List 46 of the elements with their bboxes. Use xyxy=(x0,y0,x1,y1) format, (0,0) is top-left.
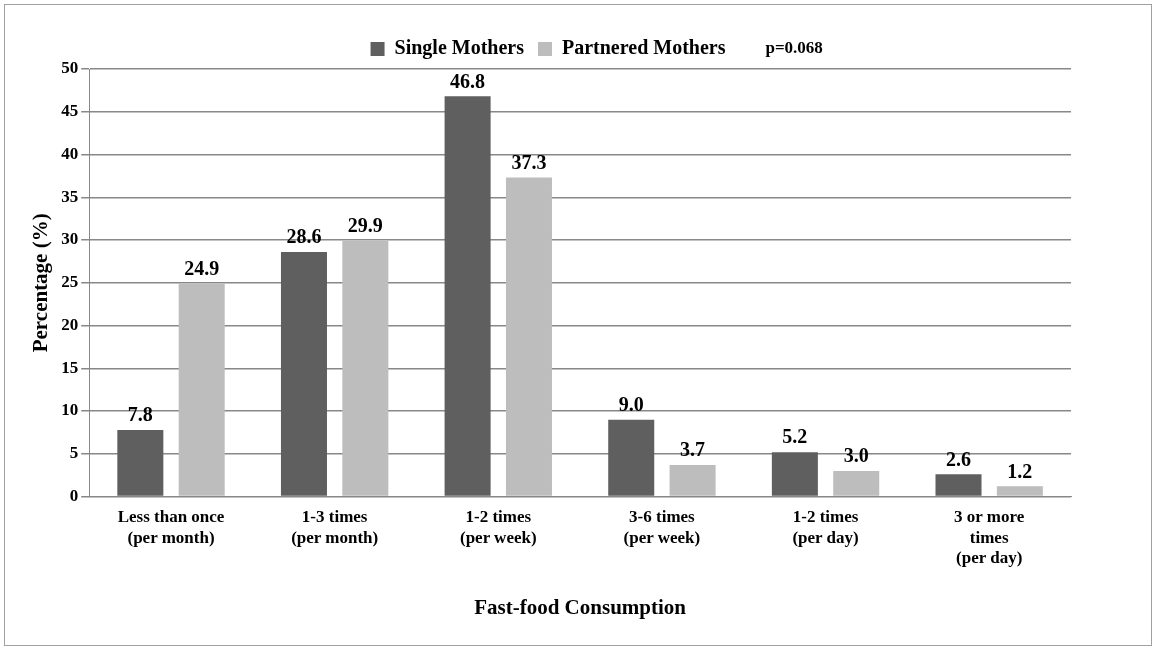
y-tick-label: 30 xyxy=(61,229,79,249)
bar xyxy=(771,452,818,496)
bar xyxy=(608,419,655,496)
bar xyxy=(833,470,880,496)
y-tick-label: 15 xyxy=(61,357,79,377)
bar xyxy=(117,429,164,496)
x-tick-label: Less than once (per month) xyxy=(117,507,225,547)
data-label: 9.0 xyxy=(618,392,644,415)
data-label: 1.2 xyxy=(1007,459,1033,482)
bar xyxy=(996,486,1043,496)
y-tick-label: 45 xyxy=(61,101,79,121)
x-tick-label: 1-2 times (per day) xyxy=(792,507,859,547)
bar xyxy=(342,240,389,496)
legend-label: Single Mothers xyxy=(394,36,525,60)
y-tick-label: 0 xyxy=(69,485,79,505)
x-tick-label: 3-6 times (per week) xyxy=(623,507,701,547)
data-label: 28.6 xyxy=(286,225,322,248)
data-label: 3.7 xyxy=(680,438,706,461)
bar xyxy=(505,177,552,496)
y-tick-label: 25 xyxy=(61,272,79,292)
data-label: 7.8 xyxy=(127,403,153,426)
data-label: 2.6 xyxy=(946,447,971,470)
bar xyxy=(178,283,225,496)
text: p=0.068 xyxy=(765,38,823,58)
bar xyxy=(444,96,491,496)
y-tick-label: 20 xyxy=(61,314,79,334)
y-tick-label: 40 xyxy=(61,143,79,163)
data-label: 37.3 xyxy=(511,150,547,173)
x-axis-title: Fast-food Consumption xyxy=(474,594,687,619)
x-tick-label: 3 or more times (per day) xyxy=(954,507,1025,567)
data-label: 29.9 xyxy=(347,214,383,237)
x-tick-label: 1-2 times (per week) xyxy=(459,507,537,547)
bar xyxy=(935,474,982,496)
data-label: 3.0 xyxy=(843,444,869,467)
y-axis-title: Percentage (%) xyxy=(28,213,53,353)
bar xyxy=(280,252,327,496)
legend-label: Partnered Mothers xyxy=(561,36,726,59)
data-label: 46.8 xyxy=(450,69,486,92)
bar xyxy=(669,464,716,496)
y-tick-label: 35 xyxy=(61,186,79,206)
y-tick-label: 50 xyxy=(61,58,79,78)
y-tick-label: 5 xyxy=(69,443,79,463)
data-label: 5.2 xyxy=(782,425,808,448)
data-label: 24.9 xyxy=(184,256,220,279)
y-tick-label: 10 xyxy=(61,400,79,420)
x-tick-label: 1-3 times (per month) xyxy=(291,507,379,547)
